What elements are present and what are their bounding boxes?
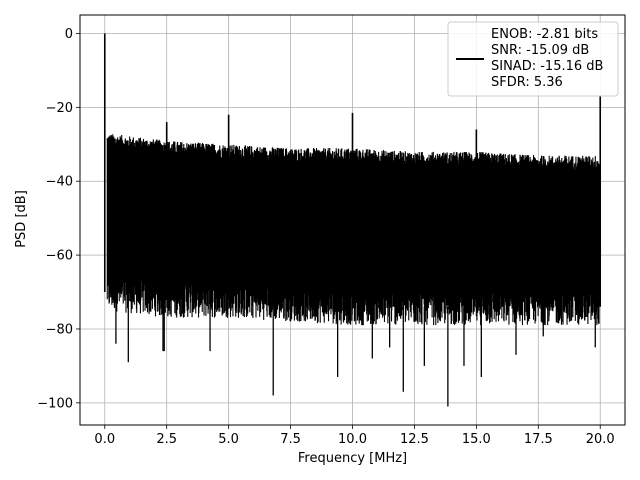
x-tick-label: 20.0 (586, 432, 615, 447)
legend: ENOB: -2.81 bits SNR: -15.09 dB SINAD: -15… (447, 21, 619, 97)
x-axis-label: Frequency [MHz] (298, 451, 407, 466)
legend-text-line: SFDR: 5.36 (491, 75, 563, 90)
x-tick-label: 7.5 (280, 432, 301, 447)
y-tick-label: −100 (37, 396, 73, 411)
x-tick-label: 10.0 (338, 432, 367, 447)
x-axis-ticks: 0.0 2.5 5.0 7.5 10.0 12.5 15.0 17.5 20.0 (94, 425, 615, 447)
y-tick-label: −40 (46, 175, 73, 190)
x-tick-label: 2.5 (156, 432, 177, 447)
x-tick-label: 17.5 (524, 432, 553, 447)
legend-text-line: SINAD: -15.16 dB (491, 59, 603, 74)
legend-box (447, 21, 619, 97)
y-tick-label: −80 (46, 322, 73, 337)
y-tick-label: −60 (46, 249, 73, 264)
y-axis-label: PSD [dB] (14, 190, 29, 248)
x-tick-label: 12.5 (400, 432, 429, 447)
y-tick-label: 0 (65, 27, 73, 42)
x-tick-label: 5.0 (218, 432, 239, 447)
plot-area (103, 33, 602, 407)
y-axis-ticks: 0 −20 −40 −60 −80 −100 (37, 27, 80, 411)
y-tick-label: −20 (46, 101, 73, 116)
legend-entry-label: ENOB: -2.81 bits SNR: -15.09 dB SINAD: -15… (491, 27, 603, 90)
legend-text-line: SNR: -15.09 dB (491, 43, 589, 58)
x-tick-label: 0.0 (94, 432, 115, 447)
legend-text-line: ENOB: -2.81 bits (491, 27, 598, 42)
x-tick-label: 15.0 (462, 432, 491, 447)
